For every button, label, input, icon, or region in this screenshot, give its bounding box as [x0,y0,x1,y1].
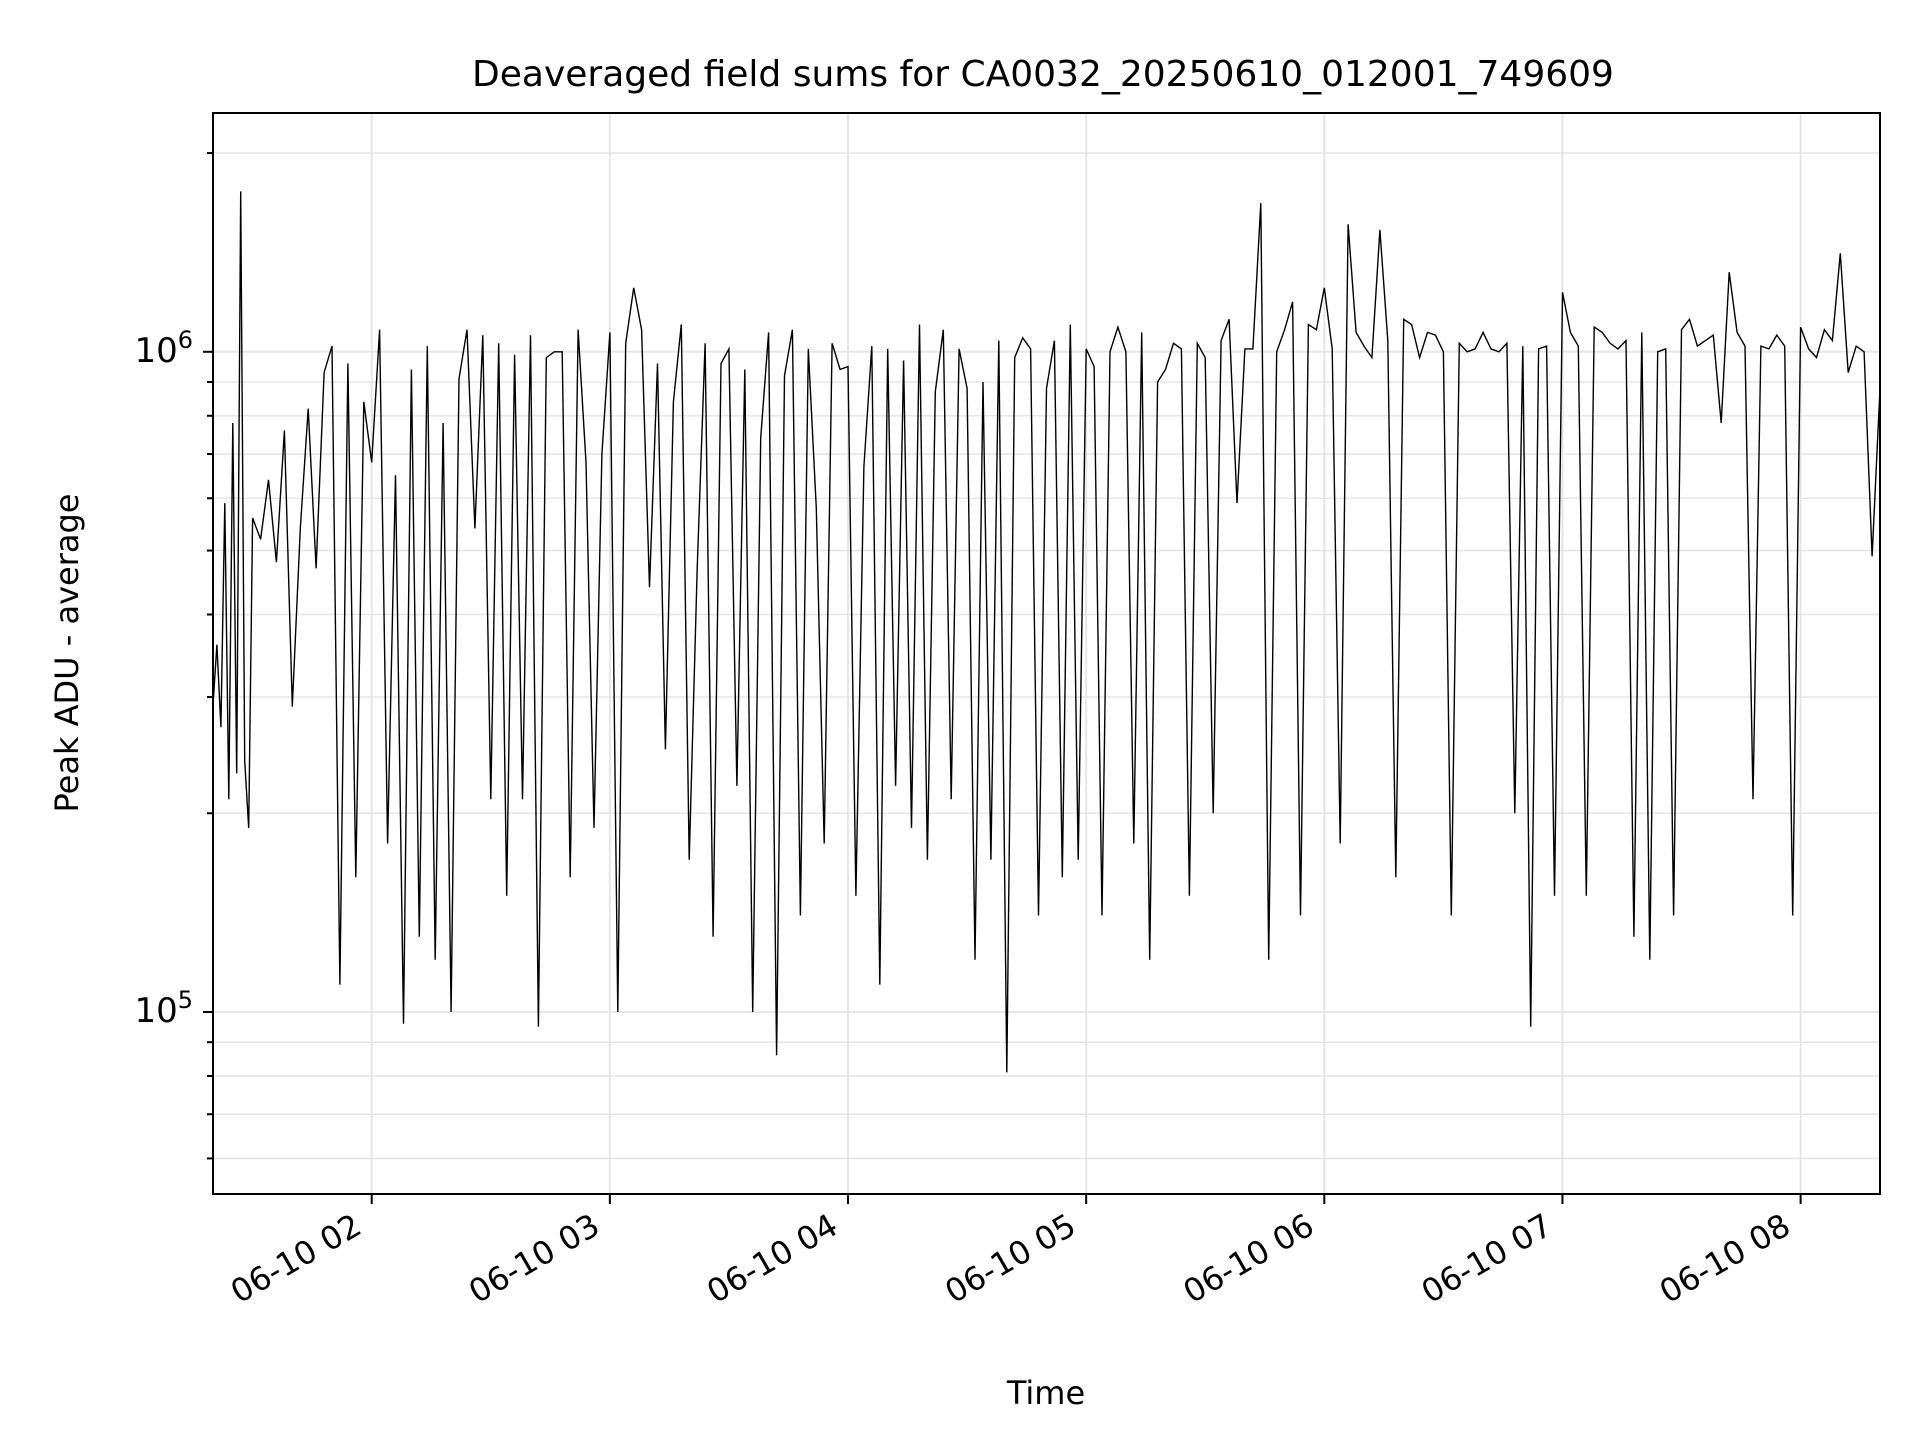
x-axis-label: Time [1006,1374,1085,1412]
plot-frame [212,112,1881,1195]
y-tick-label-base: 10 [134,991,177,1031]
series-line-group [212,191,1881,1073]
grid [213,113,1880,1194]
y-axis-label: Peak ADU - average [48,494,86,813]
series-line [212,191,1881,1073]
chart-title: Deaveraged field sums for CA0032_2025061… [472,54,1614,95]
y-tick-label-exponent: 6 [178,326,193,354]
y-tick-label: 106 [134,326,193,371]
y-tick-label-exponent: 5 [178,986,193,1014]
y-tick-label: 105 [134,986,193,1031]
y-tick-label-base: 10 [134,331,177,371]
